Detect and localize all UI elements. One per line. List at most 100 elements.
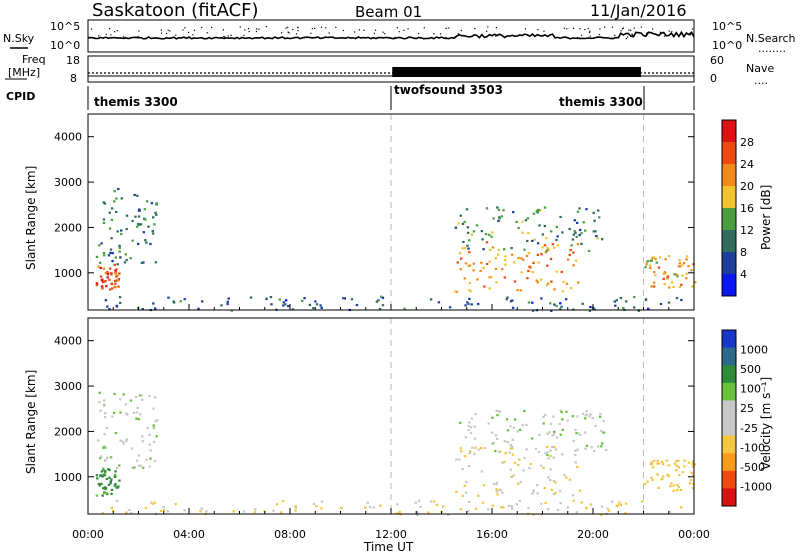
freq-label-line1: Freq: [22, 53, 46, 66]
colorbar-tick-label: 100: [740, 383, 761, 396]
cpid-label: CPID: [6, 90, 35, 103]
data-cell-1: [139, 464, 142, 467]
data-cell-3: [542, 466, 545, 469]
data-cell-0: [106, 271, 109, 274]
data-cell-1: [117, 187, 120, 191]
data-cell-0: [113, 279, 117, 282]
data-cell-3: [468, 289, 471, 292]
data-cell-2: [308, 303, 311, 306]
data-cell-2: [619, 297, 623, 300]
data-cell-2: [183, 509, 186, 512]
noise-search-dot: [611, 26, 614, 28]
data-cell-3: [491, 246, 495, 249]
data-cell-1: [116, 263, 119, 266]
noise-search-dot: [110, 34, 112, 36]
data-cell-3: [509, 468, 512, 471]
noise-search-dot: [175, 34, 177, 36]
data-cell-1: [135, 417, 138, 420]
data-cell-0: [109, 482, 112, 485]
data-cell-5: [660, 478, 663, 481]
noise-search-dot: [310, 32, 312, 34]
noise-search-dot: [211, 26, 213, 29]
data-cell-1: [107, 254, 111, 257]
data-cell-0: [114, 282, 117, 285]
data-cell-4: [542, 422, 545, 425]
data-cell-5: [691, 463, 694, 466]
data-cell-4: [566, 419, 569, 422]
noise-search-dot: [645, 33, 648, 35]
noise-search-dot: [247, 28, 250, 30]
data-cell-0: [115, 279, 118, 282]
data-cell-5: [655, 261, 658, 264]
data-cell-1: [137, 454, 141, 457]
data-cell-3: [513, 280, 517, 283]
data-cell-2: [343, 297, 346, 300]
data-cell-1: [112, 411, 116, 414]
data-cell-4: [511, 438, 514, 441]
data-cell-5: [678, 473, 681, 477]
data-cell-4: [599, 412, 602, 416]
xtick-label: 00:00: [678, 528, 710, 541]
data-cell-3: [531, 271, 534, 274]
data-cell-4: [518, 428, 522, 431]
data-cell-1: [144, 239, 147, 242]
colorbar-tick-label: 16: [740, 202, 754, 215]
data-cell-1: [122, 442, 125, 445]
data-cell-2: [378, 307, 382, 311]
data-cell-0: [110, 492, 113, 495]
data-cell-2: [380, 295, 383, 298]
colorbar-frame: [721, 119, 737, 297]
data-cell-3: [472, 269, 475, 272]
data-cell-4: [459, 214, 462, 217]
data-cell-0: [109, 267, 112, 270]
data-cell-0: [113, 272, 117, 275]
data-cell-3: [537, 261, 540, 264]
noise-left-tick-bottom: 10^0: [50, 39, 80, 52]
data-cell-3: [547, 457, 550, 460]
noise-search-dot: [618, 35, 620, 37]
data-cell-1: [137, 222, 140, 226]
data-cell-0: [106, 273, 110, 276]
data-cell-1: [152, 440, 156, 443]
data-cell-2: [232, 510, 235, 513]
data-cell-3: [520, 271, 523, 274]
data-cell-3: [545, 284, 549, 287]
data-cell-2: [477, 302, 480, 306]
data-cell-5: [685, 255, 689, 258]
data-cell-5: [685, 272, 688, 275]
data-cell-1: [110, 237, 113, 240]
data-cell-1: [103, 433, 106, 436]
data-cell-4: [551, 434, 554, 437]
data-cell-3: [553, 446, 556, 449]
noise-right-tick-bottom: 10^0: [712, 39, 742, 52]
noise-search-dot: [599, 28, 601, 30]
data-cell-4: [578, 234, 581, 237]
data-cell-3: [461, 494, 464, 497]
colorbar-tick-label: 500: [740, 363, 761, 376]
data-cell-5: [677, 466, 681, 469]
data-cell-2: [104, 299, 108, 302]
data-cell-4: [496, 414, 499, 417]
xtick-label: 00:00: [72, 528, 104, 541]
data-cell-1: [118, 246, 121, 249]
data-cell-2: [624, 512, 627, 515]
data-cell-2: [532, 513, 535, 516]
data-cell-5: [667, 464, 670, 467]
data-cell-4: [552, 433, 556, 436]
data-cell-3: [535, 279, 538, 282]
data-cell-2: [314, 300, 317, 303]
data-cell-3: [522, 258, 525, 261]
data-cell-3: [563, 474, 566, 477]
data-cell-5: [681, 471, 684, 474]
data-cell-5: [657, 266, 661, 269]
data-cell-2: [531, 309, 535, 312]
colorbar-segment: [722, 120, 736, 143]
data-cell-2: [265, 297, 268, 300]
noise-search-dot: [354, 31, 356, 33]
data-cell-4: [561, 453, 564, 456]
data-cell-2: [116, 499, 119, 502]
noise-search-dot: [620, 30, 622, 32]
data-cell-2: [559, 308, 562, 311]
data-cell-1: [111, 260, 114, 263]
data-cell-0: [104, 487, 107, 491]
